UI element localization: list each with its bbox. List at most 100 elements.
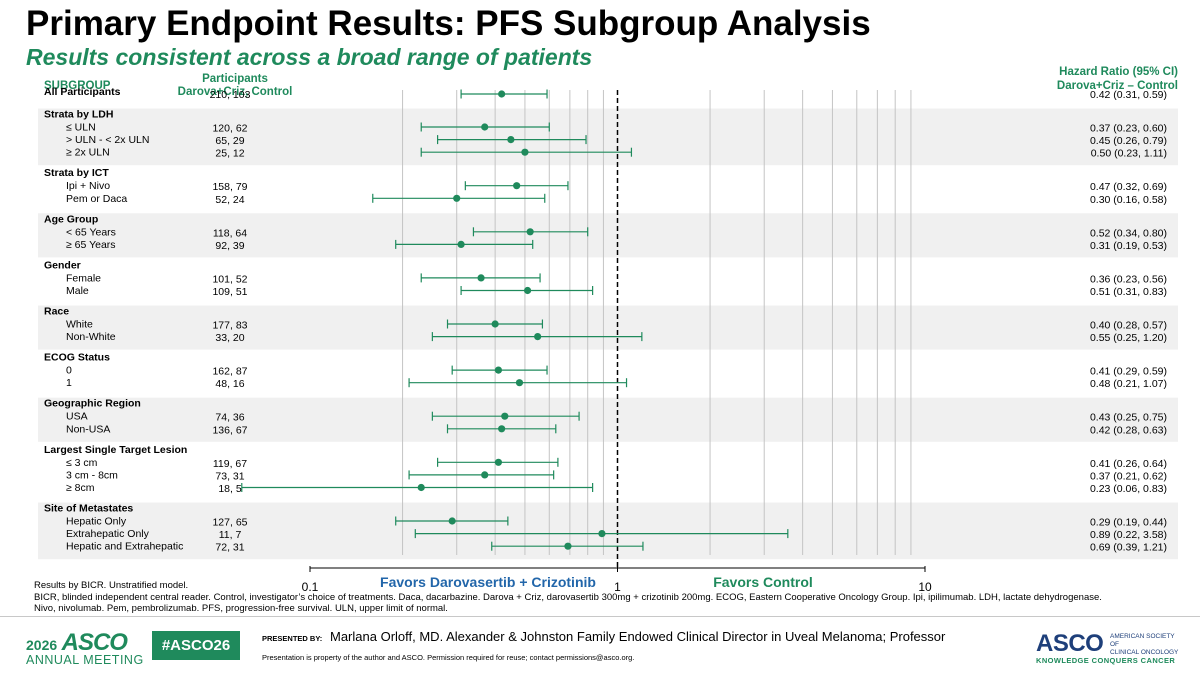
hazard-ratio-point <box>598 530 606 538</box>
hazard-ratio-value: 0.37 (0.21, 0.62) <box>1090 470 1167 482</box>
participants-count: 101, 52 <box>212 273 247 285</box>
hazard-ratio-point <box>534 333 542 341</box>
hazard-ratio-value: 0.89 (0.22, 3.58) <box>1090 529 1167 541</box>
society-name: AMERICAN SOCIETY OF CLINICAL ONCOLOGY <box>1110 633 1180 657</box>
hazard-ratio-value: 0.50 (0.23, 1.11) <box>1091 148 1167 160</box>
hazard-ratio-value: 0.69 (0.39, 1.21) <box>1090 542 1167 554</box>
hashtag-badge: #ASCO26 <box>152 631 240 660</box>
hazard-ratio-value: 0.47 (0.32, 0.69) <box>1090 181 1167 193</box>
subgroup-row-label: ≥ 8cm <box>66 482 95 494</box>
subgroup-heading: Strata by ICT <box>44 167 109 179</box>
subgroup-heading: Largest Single Target Lesion <box>44 444 187 456</box>
x-tick-label: 0.1 <box>302 580 319 594</box>
subgroup-row-label: Hepatic and Extrahepatic <box>66 541 183 553</box>
hazard-ratio-point <box>523 286 532 295</box>
hazard-ratio-value: 0.41 (0.29, 0.59) <box>1090 366 1167 378</box>
hazard-ratio-point <box>526 228 534 236</box>
subgroup-row-label: 1 <box>66 377 72 389</box>
hazard-ratio-point <box>498 425 506 433</box>
hazard-ratio-value: 0.23 (0.06, 0.83) <box>1090 483 1167 495</box>
row-band <box>38 213 1178 258</box>
subgroup-row-label: ≥ 2x ULN <box>66 147 110 159</box>
footnote-3: Nivo, nivolumab. Pem, pembrolizumab. PFS… <box>34 603 448 614</box>
page-subtitle: Results consistent across a broad range … <box>26 44 593 70</box>
subgroup-row-label: ≥ 65 Years <box>66 239 116 251</box>
gridlines <box>402 90 912 568</box>
subgroup-header: SUBGROUP <box>44 80 111 92</box>
subgroup-row-label: Non-White <box>66 331 116 343</box>
subgroup-row-label: > ULN - < 2x ULN <box>66 134 149 146</box>
hazard-ratio-value: 0.55 (0.25, 1.20) <box>1090 332 1167 344</box>
subgroup-heading: Strata by LDH <box>44 109 113 121</box>
row-bands <box>38 108 1178 560</box>
subgroup-row-label: Ipi + Nivo <box>66 180 110 192</box>
hazard-ratio-value: 0.29 (0.19, 0.44) <box>1090 517 1167 529</box>
forest-plot: All Participants 210, 103 0.42 (0.31, 0.59… <box>38 86 1178 594</box>
participants-header: Participants Darova+Criz, Control <box>150 73 320 99</box>
participants-count: 118, 64 <box>213 227 247 239</box>
row-band <box>38 108 1178 166</box>
subgroup-row-label: Hepatic Only <box>66 516 127 528</box>
subgroup-row-label: Non-USA <box>66 423 110 435</box>
participants-count: 210, 103 <box>210 89 251 101</box>
x-tick-label: 1 <box>614 580 621 594</box>
society-tagline: KNOWLEDGE CONQUERS CANCER <box>1036 656 1176 665</box>
subgroup-row-label: Female <box>66 272 101 284</box>
hazard-ratio-value: 0.41 (0.26, 0.64) <box>1090 458 1167 470</box>
logo-asco: ASCO <box>61 629 128 656</box>
hazard-ratio-value: 0.40 (0.28, 0.57) <box>1090 320 1167 332</box>
society-name-line1: AMERICAN SOCIETY OF <box>1110 633 1175 648</box>
participants-count: 162, 87 <box>212 366 247 378</box>
subgroup-row-label: USA <box>66 411 88 423</box>
hazard-ratio-header: Hazard Ratio (95% CI) Darova+Criz – Cont… <box>1057 65 1178 93</box>
hazard-ratio-value: 0.51 (0.31, 0.83) <box>1090 286 1167 298</box>
hazard-ratio-point <box>448 517 456 525</box>
asco-annual-meeting-logo: 2026 ASCO ANNUAL MEETING <box>26 629 144 667</box>
participants-count: 177, 83 <box>212 320 247 332</box>
hazard-ratio-point <box>515 379 524 387</box>
hazard-ratio-point <box>521 148 529 156</box>
hazard-ratio-value: 0.37 (0.23, 0.60) <box>1090 123 1167 135</box>
subgroup-row-label: White <box>66 319 93 331</box>
asco-society-logo: ASCO AMERICAN SOCIETY OF CLINICAL ONCOLO… <box>1036 630 1178 665</box>
participants-count: 119, 67 <box>213 458 247 470</box>
hazard-ratio-value: 0.42 (0.31, 0.59) <box>1090 89 1167 101</box>
footnotes: Results by BICR. Unstratified model. BIC… <box>34 580 1174 615</box>
society-logo-asco: ASCO <box>1036 630 1104 657</box>
logo-year: 2026 <box>26 637 58 653</box>
subgroup-heading: Age Group <box>44 213 98 225</box>
hazard-ratio-point <box>491 320 499 328</box>
subgroup-heading: Race <box>44 306 69 318</box>
participants-header-line1: Participants <box>202 73 268 85</box>
hazard-ratio-value: 0.48 (0.21, 1.07) <box>1090 378 1167 390</box>
hazard-ratio-point <box>507 136 515 144</box>
row-band <box>38 305 1178 350</box>
data-marks <box>241 89 789 551</box>
hazard-ratio-point <box>417 483 425 492</box>
hazard-ratio-value: 0.45 (0.26, 0.79) <box>1090 135 1167 147</box>
logo-annual-meeting: ANNUAL MEETING <box>26 653 144 667</box>
row-band <box>38 502 1178 560</box>
subgroup-row-label: ≤ 3 cm <box>66 457 98 469</box>
footer-divider <box>0 616 1200 617</box>
hazard-ratio-header-line1: Hazard Ratio (95% CI) <box>1059 66 1178 78</box>
hazard-ratio-value: 0.42 (0.28, 0.63) <box>1090 424 1167 436</box>
participants-header-line2: Darova+Criz, Control <box>177 86 293 98</box>
subgroup-heading: All Participants <box>44 86 121 98</box>
subgroup-row-label: ≤ ULN <box>66 122 96 134</box>
row-labels: All Participants 210, 103 0.42 (0.31, 0.59… <box>44 86 1167 554</box>
page-title: Primary Endpoint Results: PFS Subgroup A… <box>26 4 871 43</box>
footnote-1: Results by BICR. Unstratified model. <box>34 580 189 591</box>
participants-count: 65, 29 <box>215 135 244 147</box>
participants-count: 74, 36 <box>215 412 244 424</box>
participants-count: 120, 62 <box>212 123 247 135</box>
participants-count: 25, 12 <box>215 148 244 160</box>
hazard-ratio-point <box>453 194 461 202</box>
subgroup-row-label: Extrahepatic Only <box>66 528 150 540</box>
hazard-ratio-point <box>501 412 509 420</box>
subgroup-row-label: < 65 Years <box>66 226 116 238</box>
permission-notice: Presentation is property of the author a… <box>262 653 635 662</box>
participants-count: 18, 5 <box>218 483 242 495</box>
hazard-ratio-point <box>477 274 485 282</box>
hazard-ratio-point <box>564 542 572 550</box>
